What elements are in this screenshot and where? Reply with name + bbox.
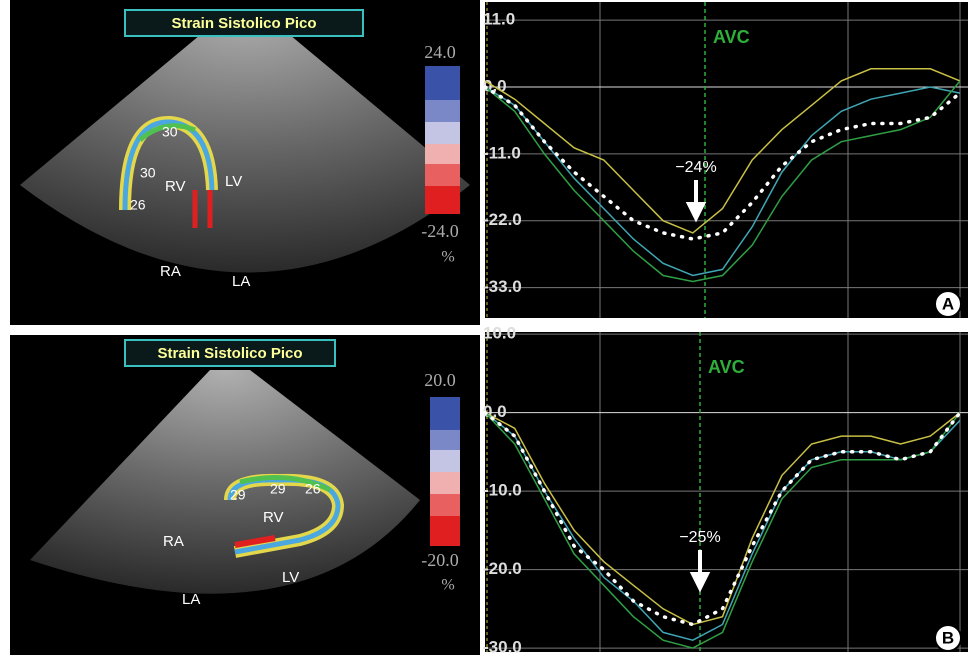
panel-label: B xyxy=(942,628,954,647)
segment-label: 30 xyxy=(140,165,156,181)
anatomy-label: RA xyxy=(160,263,181,280)
anatomy-label: LA xyxy=(232,273,250,290)
y-tick-label: 10.0 xyxy=(483,324,516,343)
annotation: −24% xyxy=(675,159,716,176)
scale-unit: % xyxy=(441,249,454,266)
scale-max: 24.0 xyxy=(424,42,456,62)
anatomy-label: RV xyxy=(263,509,284,526)
segment-label: 29 xyxy=(230,487,246,503)
annotation: −25% xyxy=(679,529,720,546)
page: Strain Sistolico Pico 30 30 26 RV LV RA … xyxy=(0,0,975,655)
anatomy-label: RA xyxy=(163,533,184,550)
colorbar xyxy=(430,397,460,546)
y-tick-label: -33.0 xyxy=(483,277,522,296)
scale-max: 20.0 xyxy=(424,370,456,390)
scale-min: -20.0 xyxy=(421,550,459,570)
anatomy-label: LV xyxy=(225,173,242,190)
segment-label: 26 xyxy=(130,197,146,213)
avc-label: AVC xyxy=(713,27,750,47)
y-tick-label: -20.0 xyxy=(483,559,522,578)
scale-unit: % xyxy=(441,577,454,594)
image-title: Strain Sistolico Pico xyxy=(157,345,302,362)
anatomy-label: RV xyxy=(165,178,186,195)
y-tick-label: -10.0 xyxy=(483,481,522,500)
panel-label: A xyxy=(942,294,954,313)
y-tick-label: -30.0 xyxy=(483,638,522,655)
colorbar xyxy=(425,66,460,214)
y-tick-label: -22.0 xyxy=(483,210,522,229)
avc-label: AVC xyxy=(708,357,745,377)
segment-label: 29 xyxy=(270,481,286,497)
scale-min: -24.0 xyxy=(421,221,459,241)
image-title: Strain Sistolico Pico xyxy=(171,15,316,32)
figure: Strain Sistolico Pico 30 30 26 RV LV RA … xyxy=(0,0,975,655)
anatomy-label: LV xyxy=(282,569,299,586)
segment-label: 30 xyxy=(162,124,178,140)
segment-label: 26 xyxy=(305,481,321,497)
anatomy-label: LA xyxy=(182,591,200,608)
plot-area xyxy=(485,332,968,652)
y-tick-label: 11.0 xyxy=(483,10,515,29)
y-tick-label: -11.0 xyxy=(483,143,521,162)
